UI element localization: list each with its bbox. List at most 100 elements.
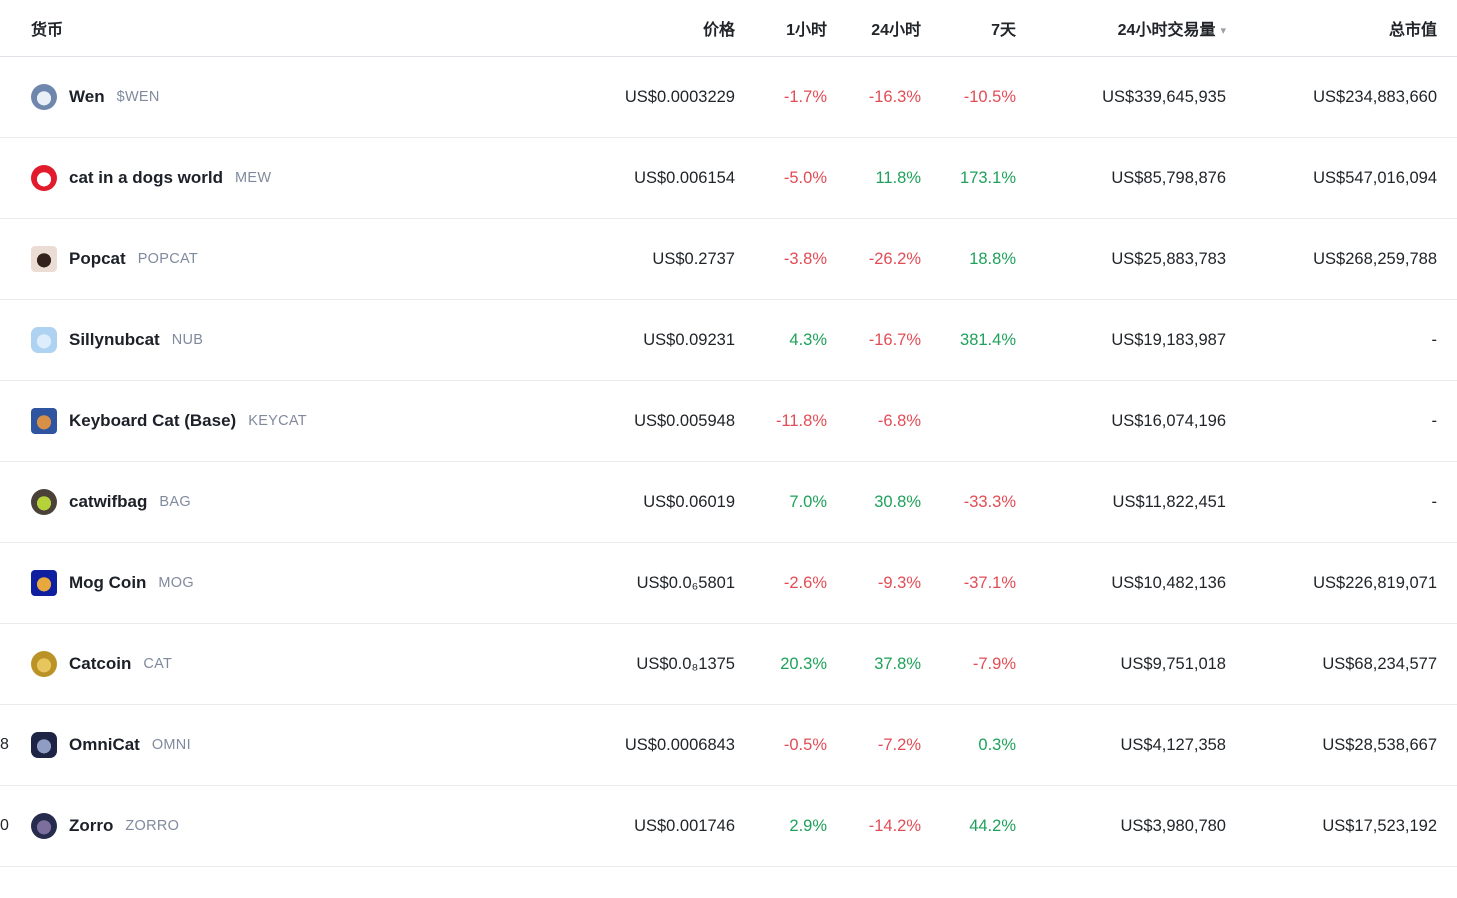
change-7d-cell: 18.8% bbox=[969, 249, 1016, 268]
keyboard-cat-logo bbox=[31, 408, 57, 434]
change-7d-cell: 0.3% bbox=[978, 735, 1016, 754]
table-body: Wen $WEN US$0.0003229 -1.7% -16.3% -10.5… bbox=[0, 57, 1457, 867]
price-cell: US$0.0₈1375 bbox=[636, 654, 735, 673]
volume-cell: US$3,980,780 bbox=[1120, 816, 1226, 835]
market-cap-cell: US$28,538,667 bbox=[1322, 735, 1437, 754]
header-volume[interactable]: 24小时交易量 ▾ bbox=[1016, 16, 1226, 40]
price-cell: US$0.005948 bbox=[634, 411, 735, 430]
sillynubcat-logo bbox=[31, 327, 57, 353]
coin-name: cat in a dogs world bbox=[69, 168, 223, 187]
market-cap-cell: - bbox=[1431, 330, 1438, 349]
market-cap-cell: US$268,259,788 bbox=[1313, 249, 1437, 268]
mew-cat-logo bbox=[31, 165, 57, 191]
coin-symbol: NUB bbox=[171, 332, 204, 348]
coin-symbol: OMNI bbox=[151, 737, 191, 753]
change-7d-cell: -10.5% bbox=[963, 87, 1016, 106]
change-24h-cell: -9.3% bbox=[877, 573, 921, 592]
market-cap-cell: US$234,883,660 bbox=[1313, 87, 1437, 106]
omnicat-logo bbox=[31, 732, 57, 758]
catwifbag-logo bbox=[31, 489, 57, 515]
popcat-logo bbox=[31, 246, 57, 272]
change-1h-cell: 20.3% bbox=[780, 654, 827, 673]
volume-cell: US$25,883,783 bbox=[1111, 249, 1226, 268]
volume-cell: US$16,074,196 bbox=[1111, 411, 1226, 430]
change-1h-cell: -2.6% bbox=[783, 573, 827, 592]
volume-cell: US$10,482,136 bbox=[1111, 573, 1226, 592]
header-24h[interactable]: 24小时 bbox=[871, 22, 921, 39]
table-row[interactable]: cat in a dogs world MEW US$0.006154 -5.0… bbox=[0, 138, 1457, 219]
change-24h-cell: -16.7% bbox=[868, 330, 921, 349]
table-row[interactable]: Catcoin CAT US$0.0₈1375 20.3% 37.8% -7.9… bbox=[0, 624, 1457, 705]
change-24h-cell: -7.2% bbox=[877, 735, 921, 754]
mog-coin-logo bbox=[31, 570, 57, 596]
header-7d[interactable]: 7天 bbox=[991, 22, 1016, 39]
change-7d-cell: 381.4% bbox=[960, 330, 1016, 349]
coin-cell: cat in a dogs world MEW bbox=[0, 165, 487, 191]
table-row[interactable]: Sillynubcat NUB US$0.09231 4.3% -16.7% 3… bbox=[0, 300, 1457, 381]
price-cell: US$0.06019 bbox=[643, 492, 735, 511]
table-row[interactable]: Keyboard Cat (Base) KEYCAT US$0.005948 -… bbox=[0, 381, 1457, 462]
change-24h-cell: -26.2% bbox=[868, 249, 921, 268]
price-cell: US$0.006154 bbox=[634, 168, 735, 187]
coin-cell: Catcoin CAT bbox=[0, 651, 487, 677]
change-1h-cell: 7.0% bbox=[789, 492, 827, 511]
coin-cell: Sillynubcat NUB bbox=[0, 327, 487, 353]
price-cell: US$0.09231 bbox=[643, 330, 735, 349]
rank-partial: 0 bbox=[0, 817, 9, 834]
table-row[interactable]: Wen $WEN US$0.0003229 -1.7% -16.3% -10.5… bbox=[0, 57, 1457, 138]
volume-cell: US$85,798,876 bbox=[1111, 168, 1226, 187]
coin-name: Sillynubcat bbox=[69, 330, 160, 349]
table-row[interactable]: Popcat POPCAT US$0.2737 -3.8% -26.2% 18.… bbox=[0, 219, 1457, 300]
coin-cell: Keyboard Cat (Base) KEYCAT bbox=[0, 408, 487, 434]
header-coin[interactable]: 货币 bbox=[31, 22, 64, 39]
coin-cell: 0 Zorro ZORRO bbox=[0, 813, 487, 839]
coin-name: Keyboard Cat (Base) bbox=[69, 411, 237, 430]
change-7d-cell: -7.9% bbox=[972, 654, 1016, 673]
wen-cat-logo bbox=[31, 84, 57, 110]
change-7d-cell: 44.2% bbox=[969, 816, 1016, 835]
rank-partial: 8 bbox=[0, 736, 9, 753]
market-cap-cell: - bbox=[1431, 411, 1438, 430]
change-1h-cell: -3.8% bbox=[783, 249, 827, 268]
table-row[interactable]: 0 Zorro ZORRO US$0.001746 2.9% -14.2% 44… bbox=[0, 786, 1457, 867]
header-price[interactable]: 价格 bbox=[702, 22, 735, 39]
coin-cell: Wen $WEN bbox=[0, 84, 487, 110]
change-24h-cell: -6.8% bbox=[877, 411, 921, 430]
coin-symbol: BAG bbox=[159, 494, 191, 510]
table-row[interactable]: catwifbag BAG US$0.06019 7.0% 30.8% -33.… bbox=[0, 462, 1457, 543]
price-cell: US$0.2737 bbox=[652, 249, 735, 268]
coin-symbol: MOG bbox=[158, 575, 194, 591]
change-24h-cell: -16.3% bbox=[868, 87, 921, 106]
coin-symbol: $WEN bbox=[116, 89, 160, 105]
change-1h-cell: -1.7% bbox=[783, 87, 827, 106]
coin-symbol: ZORRO bbox=[125, 818, 180, 834]
change-1h-cell: 2.9% bbox=[789, 816, 827, 835]
change-7d-cell: -33.3% bbox=[963, 492, 1016, 511]
sort-desc-icon: ▾ bbox=[1220, 25, 1226, 37]
header-market-cap[interactable]: 总市值 bbox=[1388, 22, 1437, 39]
crypto-price-table: 货币 价格 1小时 24小时 7天 24小时交易量 ▾ 总市值 Wen $WEN … bbox=[0, 0, 1457, 867]
price-cell: US$0.001746 bbox=[634, 816, 735, 835]
volume-cell: US$19,183,987 bbox=[1111, 330, 1226, 349]
change-7d-cell: -37.1% bbox=[963, 573, 1016, 592]
market-cap-cell: US$226,819,071 bbox=[1313, 573, 1437, 592]
change-1h-cell: -5.0% bbox=[783, 168, 827, 187]
change-24h-cell: 11.8% bbox=[875, 168, 921, 187]
change-24h-cell: -14.2% bbox=[868, 816, 921, 835]
header-1h[interactable]: 1小时 bbox=[786, 22, 827, 39]
table-header-row: 货币 价格 1小时 24小时 7天 24小时交易量 ▾ 总市值 bbox=[0, 0, 1457, 57]
market-cap-cell: US$17,523,192 bbox=[1322, 816, 1437, 835]
coin-name: Popcat bbox=[69, 249, 126, 268]
coin-cell: catwifbag BAG bbox=[0, 489, 487, 515]
price-cell: US$0.0006843 bbox=[624, 735, 735, 754]
table-row[interactable]: 8 OmniCat OMNI US$0.0006843 -0.5% -7.2% … bbox=[0, 705, 1457, 786]
change-1h-cell: -11.8% bbox=[775, 411, 827, 430]
change-24h-cell: 37.8% bbox=[874, 654, 921, 673]
volume-cell: US$11,822,451 bbox=[1112, 492, 1226, 511]
coin-cell: Mog Coin MOG bbox=[0, 570, 487, 596]
coin-symbol: POPCAT bbox=[137, 251, 199, 267]
coin-name: Zorro bbox=[69, 816, 114, 835]
price-cell: US$0.0003229 bbox=[624, 87, 735, 106]
market-cap-cell: US$68,234,577 bbox=[1322, 654, 1437, 673]
table-row[interactable]: Mog Coin MOG US$0.0₆5801 -2.6% -9.3% -37… bbox=[0, 543, 1457, 624]
